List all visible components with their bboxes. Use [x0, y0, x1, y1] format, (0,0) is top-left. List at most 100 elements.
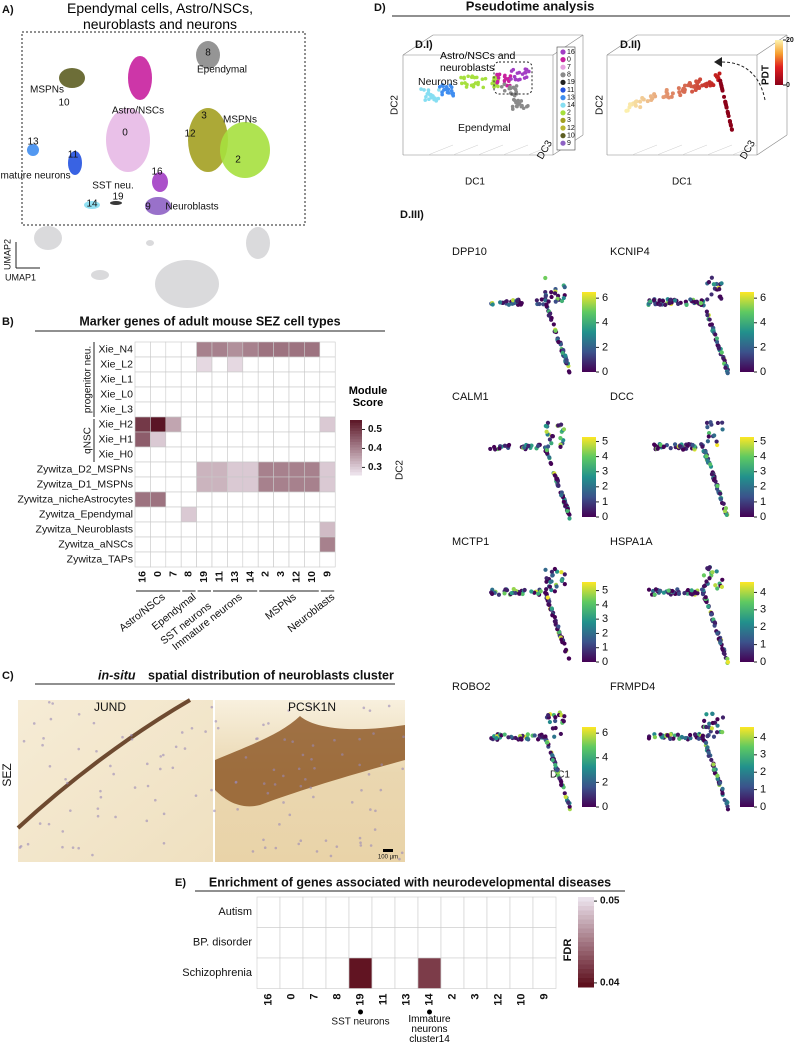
- heatmap-cell: [273, 401, 290, 418]
- heatmap-cell: [227, 551, 244, 568]
- heatmap-cell: [242, 536, 259, 553]
- trajectory-dot: [449, 85, 454, 90]
- expression-dot: [524, 736, 529, 741]
- cluster-label: 13: [27, 137, 39, 148]
- expression-dot: [679, 734, 684, 740]
- pseudotime-dot: [729, 127, 734, 132]
- expression-dot: [547, 455, 552, 460]
- colorbar-step: [578, 910, 594, 916]
- trajectory-dot: [519, 99, 524, 103]
- heatmap-cell: [273, 491, 290, 508]
- heatmap-cell: [509, 896, 534, 928]
- colorbar: [740, 582, 754, 662]
- heatmap-cell: [150, 446, 167, 463]
- nucleus: [309, 786, 313, 790]
- expression-dot: [543, 423, 548, 429]
- heatmap-cell: [319, 491, 336, 508]
- heatmap-cell: [180, 356, 197, 373]
- heatmap-cell: [227, 341, 244, 358]
- gene-label: FRMPD4: [610, 681, 655, 693]
- pseudotime-dot: [694, 79, 699, 84]
- nucleus: [234, 780, 238, 784]
- heatmap-cell: [134, 536, 151, 553]
- nucleus: [310, 757, 313, 761]
- umap-cluster: [152, 172, 168, 192]
- heatmap-cell: [417, 927, 442, 959]
- heatmap-cell: [463, 957, 488, 989]
- pseudotime-dot: [676, 86, 681, 91]
- nucleus: [159, 767, 162, 771]
- expression-dot: [559, 493, 564, 498]
- nucleus: [77, 713, 81, 716]
- expression-dot: [710, 570, 715, 575]
- expression-dot: [703, 595, 708, 600]
- gene-label: KCNIP4: [610, 246, 650, 258]
- heatmap-cell: [273, 476, 290, 493]
- row-label: Zywitza_TAPs: [67, 553, 133, 565]
- colorbar-step: [350, 422, 362, 426]
- tick-label: 4: [602, 599, 608, 611]
- colorbar-step: [578, 982, 594, 988]
- heatmap-cell: [288, 476, 305, 493]
- nucleus: [210, 788, 213, 792]
- heatmap-cell: [257, 356, 274, 373]
- tick-label: 2: [602, 341, 608, 353]
- tick-label: 0: [760, 801, 766, 813]
- heatmap-cell: [165, 431, 182, 448]
- expression-dot: [710, 711, 715, 716]
- trajectory-dot: [508, 85, 512, 89]
- umap-cluster: [59, 68, 85, 88]
- expression-dot: [562, 791, 567, 796]
- colorbar-step: [578, 942, 594, 947]
- heatmap-cell: [304, 536, 321, 553]
- expression-dot: [706, 604, 711, 609]
- expression-dot: [563, 647, 569, 652]
- expression-dot: [711, 762, 716, 767]
- tick-label: 3: [602, 613, 608, 625]
- tissue-edge: [16, 698, 192, 830]
- legend-dot: [560, 87, 566, 93]
- expression-dot: [655, 446, 660, 451]
- annotation: Immature neurons cluster14: [408, 1015, 451, 1042]
- pseudotime-dot: [724, 105, 729, 110]
- expression-dot: [715, 773, 720, 778]
- expression-dot: [517, 591, 522, 596]
- trajectory-dot: [524, 75, 529, 79]
- expression-dot: [707, 721, 712, 726]
- expression-dot: [695, 591, 700, 596]
- expression-dot: [709, 322, 715, 327]
- tick-label: 3: [760, 466, 766, 478]
- nucleus: [401, 767, 404, 771]
- arrow: [721, 61, 766, 101]
- tick-label: 4: [760, 731, 766, 743]
- heatmap-cell: [288, 551, 305, 568]
- nucleus: [278, 823, 281, 826]
- umap-cluster: [34, 226, 62, 250]
- axis-label: DC3: [535, 138, 555, 161]
- nucleus: [282, 774, 285, 778]
- pseudotime-dot: [677, 90, 682, 95]
- heatmap-cell: [196, 386, 213, 403]
- expression-dot: [534, 298, 539, 303]
- heatmap-cell: [150, 401, 167, 418]
- colorbar-step: [350, 442, 362, 446]
- heatmap-cell: [150, 356, 167, 373]
- pseudotime-dot: [693, 88, 698, 93]
- heatmap-cell: [302, 927, 327, 959]
- colorbar-step: [578, 973, 594, 979]
- column-label: 2: [446, 994, 458, 1000]
- panel-label: C): [2, 670, 14, 682]
- trajectory-dot: [440, 90, 444, 94]
- heatmap-cell: [319, 536, 336, 553]
- pseudotime-dot: [682, 83, 687, 88]
- heatmap-cell: [257, 341, 274, 358]
- pseudotime-dot: [723, 99, 728, 104]
- cluster-label: SST neu.: [92, 181, 134, 192]
- trajectory-dot: [503, 73, 507, 78]
- legend-label: 2: [567, 110, 571, 117]
- colorbar: [582, 727, 596, 807]
- expression-dot: [723, 365, 728, 370]
- heatmap-cell: [288, 341, 305, 358]
- nucleus: [262, 838, 265, 842]
- expression-dot: [563, 503, 568, 508]
